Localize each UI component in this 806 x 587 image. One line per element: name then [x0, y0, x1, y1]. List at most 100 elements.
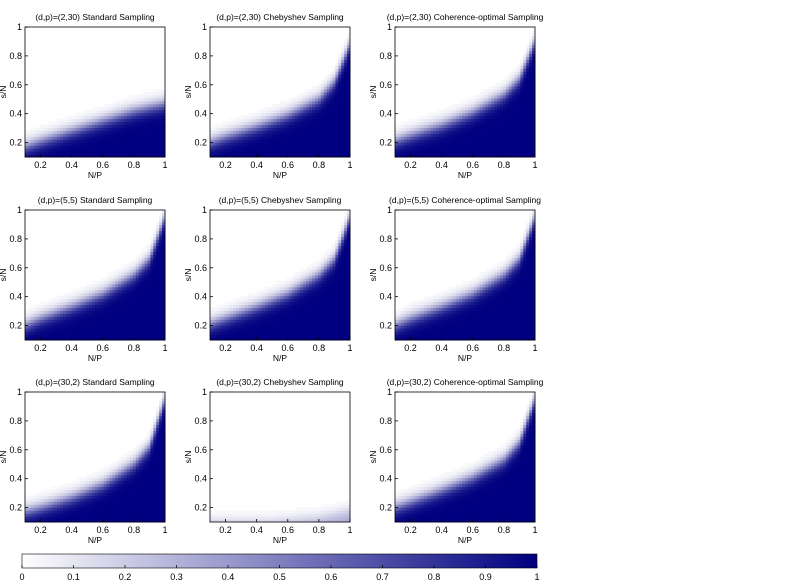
heatmap-cell: [470, 106, 475, 111]
heatmap-cell: [106, 130, 111, 134]
heatmap-cell: [502, 118, 507, 123]
heatmap-cell: [517, 127, 521, 131]
heatmap-cell: [103, 289, 108, 294]
heatmap-cell: [309, 295, 313, 300]
heatmap-cell: [517, 97, 521, 102]
heatmap-cell: [470, 151, 475, 155]
heatmap-cell: [511, 139, 516, 143]
heatmap-cell: [162, 301, 166, 306]
heatmap-cell: [312, 86, 316, 90]
heatmap-cell: [347, 124, 351, 128]
heatmap-cell: [482, 103, 486, 108]
heatmap-cell: [141, 313, 146, 317]
heatmap-cell: [62, 331, 67, 335]
heatmap-cell: [141, 118, 146, 123]
heatmap-cell: [274, 304, 278, 308]
heatmap-cell: [438, 121, 443, 125]
heatmap-cell: [127, 298, 131, 303]
heatmap-cell: [265, 139, 269, 143]
heatmap-cell: [338, 257, 342, 261]
heatmap-cell: [144, 124, 148, 128]
heatmap-cell: [315, 148, 319, 152]
heatmap-cell: [406, 145, 411, 149]
heatmap-cell: [523, 103, 527, 108]
heatmap-cell: [329, 112, 333, 117]
heatmap-cell: [529, 124, 533, 128]
heatmap-cell: [303, 316, 307, 320]
heatmap-cell: [256, 337, 261, 341]
heatmap-cell: [459, 133, 463, 137]
heatmap-cell: [500, 118, 504, 123]
heatmap-cell: [282, 316, 287, 320]
heatmap-cell: [109, 109, 113, 114]
heatmap-cell: [30, 154, 35, 158]
heatmap-cell: [315, 277, 319, 282]
heatmap-cell: [253, 292, 258, 297]
heatmap-cell: [514, 92, 518, 96]
heatmap-cell: [60, 313, 64, 317]
heatmap-cell: [54, 298, 58, 303]
heatmap-cell: [262, 124, 266, 128]
heatmap-cell: [341, 130, 345, 134]
heatmap-cell: [162, 298, 166, 303]
heatmap-cell: [245, 148, 249, 152]
heatmap-cell: [156, 103, 160, 108]
heatmap-cell: [312, 118, 316, 123]
heatmap-cell: [438, 115, 443, 120]
heatmap-cell: [485, 136, 489, 140]
heatmap-cell: [130, 328, 134, 332]
heatmap-cell: [520, 59, 524, 63]
heatmap-cell: [153, 92, 157, 96]
heatmap-cell: [511, 148, 516, 152]
heatmap-cell: [54, 136, 58, 140]
heatmap-cell: [118, 109, 122, 114]
heatmap-cell: [259, 313, 263, 317]
heatmap-cell: [224, 307, 228, 311]
heatmap-cell: [412, 127, 416, 131]
heatmap-cell: [156, 295, 160, 300]
heatmap-cell: [300, 313, 304, 317]
heatmap-cell: [48, 130, 52, 134]
heatmap-cell: [529, 100, 533, 105]
heatmap-cell: [317, 275, 322, 279]
heatmap-cell: [33, 145, 38, 149]
panel-title: (d,p)=(2,30) Chebyshev Sampling: [216, 12, 344, 22]
heatmap-cell: [338, 86, 342, 90]
heatmap-cell: [435, 139, 440, 143]
heatmap-cell: [224, 331, 228, 335]
heatmap-cell: [42, 124, 46, 128]
heatmap-cell: [329, 334, 333, 338]
heatmap-cell: [309, 304, 313, 308]
heatmap-cell: [89, 295, 93, 300]
heatmap-cell: [106, 289, 111, 294]
heatmap-cell: [502, 139, 507, 143]
heatmap-cell: [89, 142, 93, 146]
heatmap-cell: [268, 307, 272, 311]
heatmap-cell: [502, 112, 507, 117]
heatmap-cell: [130, 325, 134, 329]
heatmap-cell: [323, 275, 328, 279]
heatmap-cell: [338, 292, 342, 297]
heatmap-cell: [508, 112, 513, 117]
heatmap-cell: [271, 154, 275, 158]
heatmap-cell: [476, 103, 481, 108]
heatmap-cell: [335, 257, 339, 261]
heatmap-cell: [517, 65, 521, 69]
heatmap-cell: [303, 97, 307, 102]
heatmap-cell: [71, 298, 76, 303]
heatmap-cell: [320, 325, 325, 329]
heatmap-cell: [335, 92, 339, 96]
heatmap-cell: [48, 307, 52, 311]
heatmap-cell: [285, 124, 290, 128]
heatmap-cell: [250, 331, 255, 335]
heatmap-cell: [476, 139, 481, 143]
heatmap-cell: [147, 328, 151, 332]
heatmap-cell: [520, 65, 524, 69]
heatmap-cell: [159, 97, 163, 102]
heatmap-cell: [329, 115, 333, 120]
heatmap-cell: [259, 310, 263, 314]
heatmap-cell: [341, 230, 345, 235]
heatmap-cell: [245, 115, 249, 120]
heatmap-cell: [130, 103, 134, 108]
heatmap-cell: [338, 334, 342, 338]
